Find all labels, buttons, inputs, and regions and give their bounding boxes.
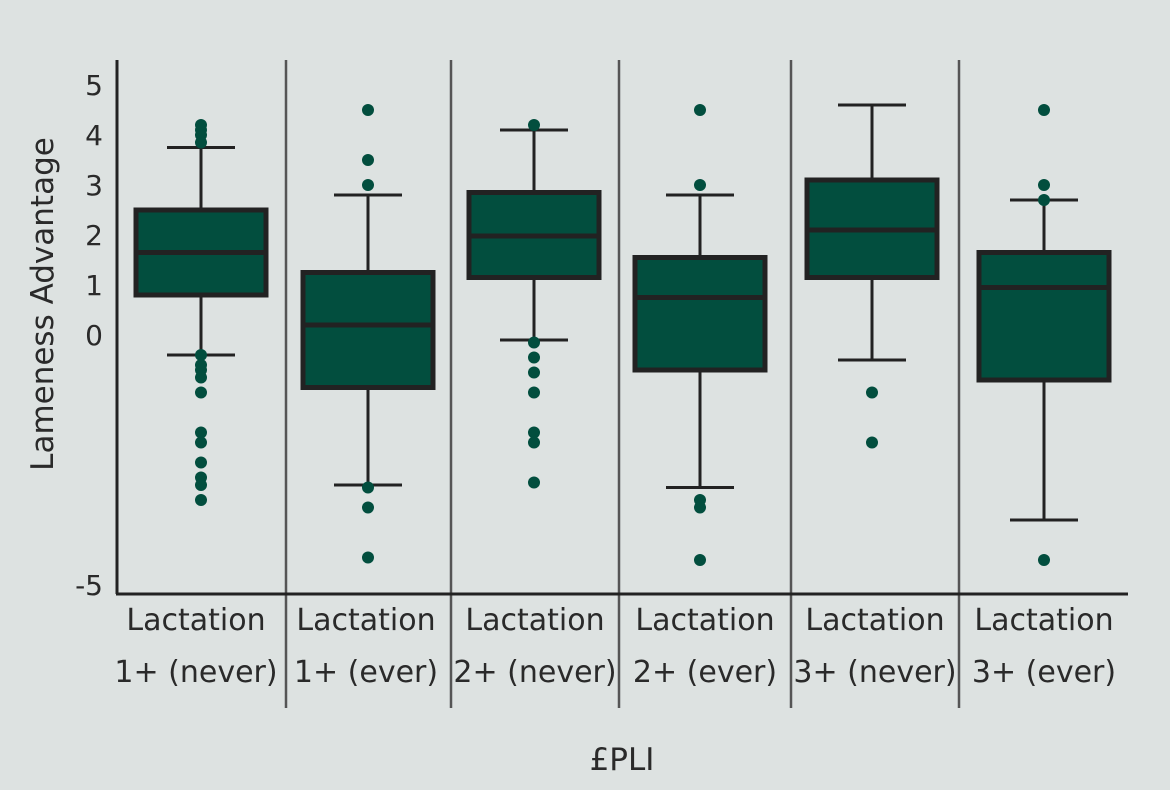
x-category-label-line1: Lactation xyxy=(126,603,265,638)
y-tick-label: 3 xyxy=(85,169,103,202)
outlier-point xyxy=(694,554,706,566)
outlier-point xyxy=(528,476,540,489)
y-axis-title: Lameness Advantage xyxy=(25,137,61,471)
box-group-6 xyxy=(976,104,1112,566)
x-category-labels: Lactation 1+ (never) Lactation 1+ (ever) Lac… xyxy=(114,603,1116,690)
outlier-point xyxy=(528,426,540,439)
outlier-point xyxy=(362,501,374,514)
x-axis-title: £PLI xyxy=(590,742,655,778)
x-category-label-line1: Lactation xyxy=(805,603,944,638)
outlier-point xyxy=(195,426,207,439)
y-tick-label: 1 xyxy=(85,269,103,302)
outlier-point xyxy=(528,386,540,399)
y-tick-label: 5 xyxy=(85,69,103,102)
box-group-1 xyxy=(133,119,269,506)
outlier-point xyxy=(1038,194,1050,206)
outlier-point xyxy=(694,179,706,191)
outlier-point xyxy=(195,436,207,449)
outlier-point xyxy=(694,104,706,116)
x-category-label-line2: 3+ (ever) xyxy=(972,655,1116,690)
x-category-label-line2: 1+ (never) xyxy=(114,655,277,690)
x-category-label-line2: 2+ (ever) xyxy=(633,655,777,690)
outlier-point xyxy=(694,501,706,514)
outlier-point xyxy=(1038,554,1050,566)
column-separators xyxy=(284,60,961,708)
outlier-point xyxy=(362,179,374,191)
x-category-label-line1: Lactation xyxy=(974,603,1113,638)
outlier-point xyxy=(528,351,540,364)
outlier-point xyxy=(528,119,540,131)
box-plot-series xyxy=(133,103,1112,566)
outlier-point xyxy=(195,371,207,384)
y-tick-label: 0 xyxy=(85,319,103,352)
outlier-point xyxy=(195,494,207,506)
y-tick-label: 4 xyxy=(85,119,103,152)
x-category-label-line2: 1+ (ever) xyxy=(294,655,438,690)
outlier-point xyxy=(866,386,878,399)
outlier-point xyxy=(195,386,207,399)
x-category-label-line1: Lactation xyxy=(635,603,774,638)
y-tick-label: -5 xyxy=(75,569,103,602)
outlier-point xyxy=(362,154,374,166)
outlier-point xyxy=(866,436,878,449)
outlier-point xyxy=(195,479,207,491)
outlier-point xyxy=(195,349,207,361)
iqr-box xyxy=(300,270,436,390)
outlier-point xyxy=(362,551,374,564)
outlier-point xyxy=(1038,179,1050,191)
y-tick-labels: 5 4 3 2 1 0 -5 xyxy=(75,69,103,602)
outlier-point xyxy=(362,481,374,494)
box-group-5 xyxy=(804,103,940,449)
box-group-4 xyxy=(632,104,768,566)
outlier-point xyxy=(195,456,207,469)
x-category-label-line1: Lactation xyxy=(296,603,435,638)
box-group-3 xyxy=(466,119,602,489)
y-tick-label: 2 xyxy=(85,219,103,252)
x-category-label-line1: Lactation xyxy=(465,603,604,638)
outlier-point xyxy=(362,104,374,116)
x-category-label-line2: 2+ (never) xyxy=(453,655,616,690)
outlier-point xyxy=(528,336,540,349)
outlier-point xyxy=(528,366,540,379)
iqr-box xyxy=(976,250,1112,383)
outlier-point xyxy=(195,136,207,149)
x-category-label-line2: 3+ (never) xyxy=(793,655,956,690)
outlier-point xyxy=(528,436,540,449)
iqr-box xyxy=(632,255,768,373)
box-group-2 xyxy=(300,104,436,564)
outlier-point xyxy=(1038,104,1050,116)
